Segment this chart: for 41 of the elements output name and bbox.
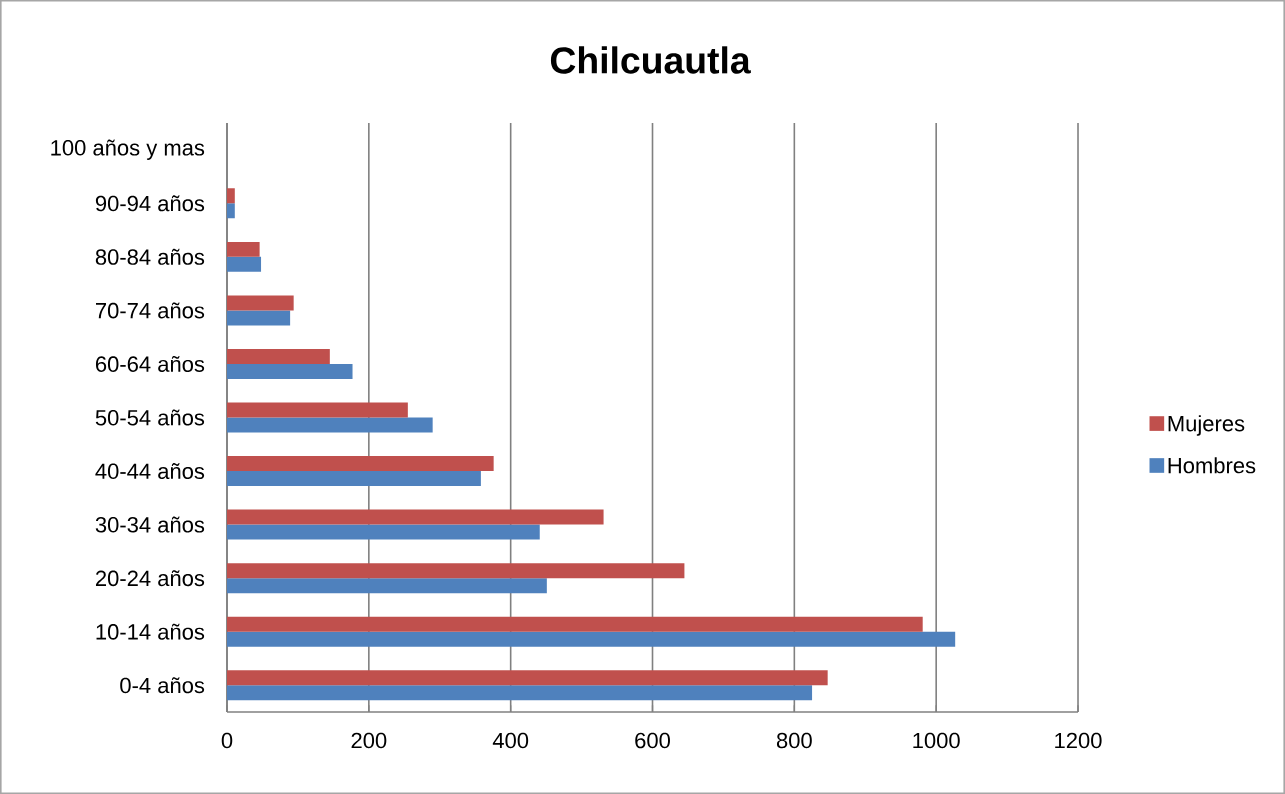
- bar: [227, 509, 604, 525]
- x-tick-label: 1000: [913, 732, 960, 749]
- y-tick-label: 70-74 años: [96, 302, 205, 319]
- x-tick-label: 600: [635, 732, 670, 749]
- x-tick-label: 400: [492, 732, 529, 749]
- bar: [227, 256, 262, 272]
- y-tick-label: 50-54 años: [95, 409, 205, 426]
- bar: [227, 241, 260, 257]
- bar: [227, 402, 408, 418]
- chart-title: Chilcuautla: [550, 46, 751, 74]
- y-tick-label: 80-84 años: [95, 248, 205, 265]
- bar: [227, 578, 547, 594]
- y-tick-label: 10-14 años: [96, 623, 205, 640]
- bar: [227, 348, 330, 364]
- bar: [227, 524, 540, 540]
- x-tick-label: 0: [221, 732, 233, 749]
- bar: [227, 188, 235, 204]
- y-tick-label: 0-4 años: [120, 677, 205, 694]
- bar: [227, 417, 433, 433]
- bar: [227, 456, 494, 472]
- bar: [227, 310, 291, 326]
- y-tick-label: 100 años y mas: [51, 139, 205, 160]
- bar: [227, 295, 294, 311]
- legend-label: Hombres: [1168, 457, 1256, 474]
- bar: [227, 685, 813, 701]
- bar: [227, 471, 481, 487]
- bar: [227, 363, 353, 379]
- y-tick-label: 90-94 años: [95, 195, 205, 212]
- x-tick-label: 800: [776, 732, 812, 749]
- x-tick-label: 1200: [1055, 732, 1102, 749]
- x-tick-label: 200: [351, 732, 387, 749]
- bar: [227, 203, 235, 219]
- bar: [227, 563, 685, 579]
- y-tick-label: 40-44 años: [95, 463, 205, 480]
- y-tick-label: 60-64 años: [95, 355, 205, 372]
- legend-label: Mujeres: [1168, 415, 1245, 436]
- bar: [227, 631, 956, 647]
- y-tick-label: 30-34 años: [95, 516, 205, 533]
- bar: [227, 670, 828, 686]
- bar: [227, 616, 923, 632]
- y-tick-label: 20-24 años: [95, 570, 205, 587]
